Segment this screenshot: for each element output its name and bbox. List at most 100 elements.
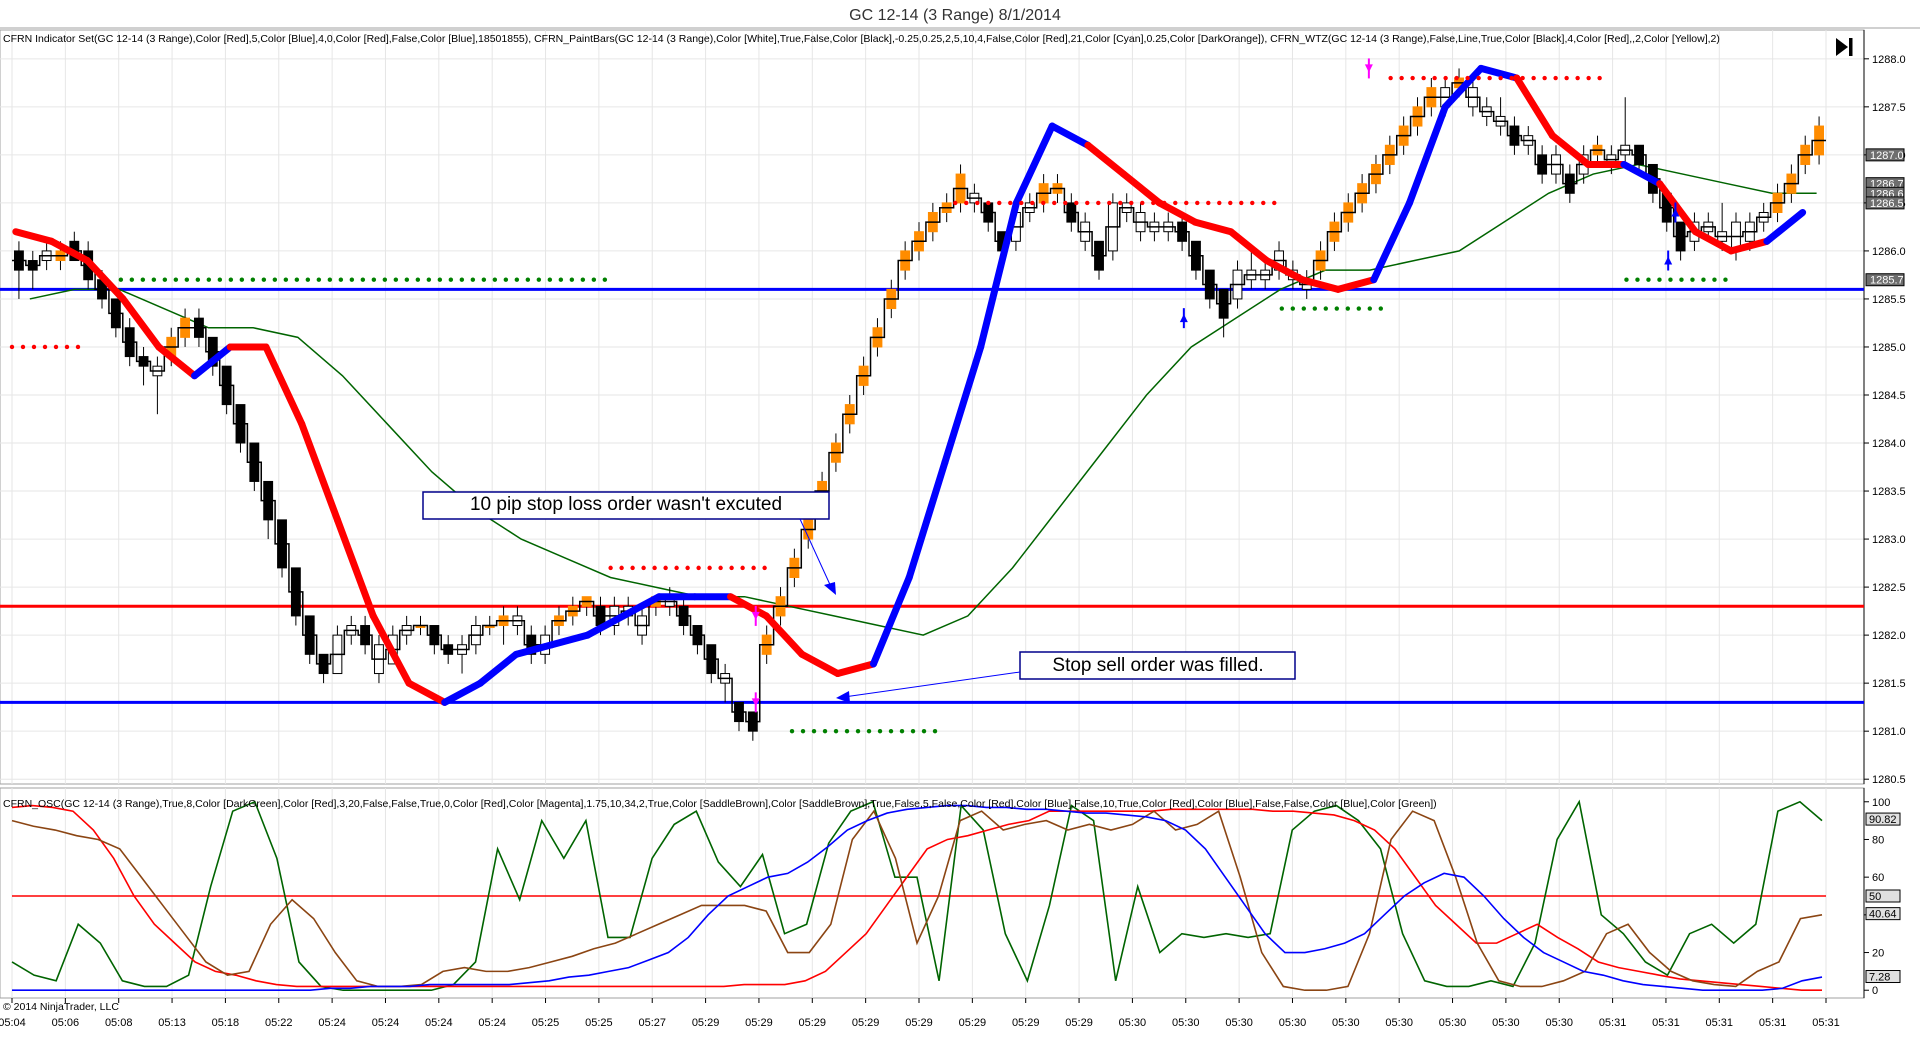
level-dot (1085, 200, 1090, 206)
level-dot (855, 728, 861, 734)
level-dot (1465, 75, 1470, 81)
go-to-end-button[interactable] (1830, 34, 1854, 58)
trend-segment (1763, 208, 1807, 245)
level-dot (707, 565, 712, 571)
level-dot (1250, 200, 1255, 206)
trend-segment (1620, 160, 1664, 188)
trend-segment (584, 612, 627, 639)
price-grid (0, 30, 1864, 784)
level-dot (360, 277, 366, 282)
trend-segment (1227, 228, 1271, 265)
level-dot (1509, 75, 1514, 81)
annotation-text: Stop sell order was filled. (1052, 655, 1263, 676)
trend-segment (441, 679, 484, 706)
trend-segment (798, 650, 842, 678)
dot-levels-layer (9, 75, 1728, 734)
trend-segment (977, 199, 1020, 351)
trend-segment (369, 612, 413, 687)
level-dot (1410, 75, 1415, 81)
price-badge-bg (1865, 148, 1905, 162)
x-tick-label: 05:30 (1279, 1017, 1307, 1029)
level-dot (1668, 277, 1673, 282)
x-tick-label: 05:13 (158, 1017, 186, 1029)
trend-segment (405, 679, 449, 706)
level-dot (305, 277, 311, 282)
level-dot (910, 728, 916, 734)
level-dot (580, 277, 586, 282)
level-dot (415, 277, 421, 282)
level-dot (1421, 75, 1426, 81)
level-dot (630, 565, 635, 571)
price-badge-bg (1865, 273, 1905, 287)
x-tick-label: 05:31 (1759, 1017, 1787, 1029)
trend-segment (83, 257, 127, 303)
annotation-stop-loss: 10 pip stop loss order wasn't excuted (422, 491, 836, 595)
price-horizontal-lines (0, 287, 1864, 704)
oscillator-header: CFRN_OSC(GC 12-14 (3 Range),True,8,Color… (3, 798, 1437, 810)
level-dot (1575, 75, 1580, 81)
level-dot (1052, 200, 1057, 206)
price-badge: 1285.7 (1870, 275, 1904, 287)
x-tick-label: 05:31 (1706, 1017, 1734, 1029)
level-dot (228, 277, 234, 282)
trend-segment (1334, 276, 1378, 293)
level-dot (1367, 306, 1373, 311)
annotation-pointer (799, 518, 833, 590)
price-axis: 1288.0 1287.5 1287.0 1286.5 1286.0 1285.5 1285… (1863, 30, 1906, 786)
step-line (12, 82, 1826, 723)
level-dot (997, 200, 1002, 206)
level-dot (1679, 277, 1684, 282)
level-dot (1723, 277, 1728, 282)
x-tick-label: 05:30 (1439, 1017, 1467, 1029)
level-dot (1553, 75, 1558, 81)
trend-segment (1012, 122, 1056, 207)
level-dot (536, 277, 542, 282)
trend-segment (262, 343, 306, 428)
level-dot (833, 728, 839, 734)
level-dot (899, 728, 905, 734)
oscillator-series (11, 804, 1822, 992)
level-dot (569, 277, 575, 282)
play-icon (1836, 38, 1848, 56)
level-dot (1378, 306, 1384, 311)
level-dot (762, 565, 767, 571)
level-dot (1388, 75, 1393, 81)
trend-segment (1727, 237, 1771, 255)
level-dot (685, 565, 690, 571)
level-dot (1443, 75, 1448, 81)
level-dot (932, 728, 938, 734)
level-dot (470, 277, 476, 282)
level-dot (195, 277, 201, 282)
trend-segment (619, 593, 663, 620)
x-tick-label: 05:29 (745, 1017, 773, 1029)
level-dot (1356, 306, 1362, 311)
level-dot (1586, 75, 1591, 81)
level-dot (1476, 75, 1481, 81)
level-dot (206, 277, 212, 282)
trend-segment (1370, 199, 1414, 284)
level-dot (800, 728, 806, 734)
annotation-arrowhead (824, 582, 836, 595)
level-dot (1712, 277, 1717, 282)
osc-badge-bg (1865, 907, 1901, 921)
signal-arrow-head (1364, 64, 1373, 73)
x-tick-label: 05:24 (318, 1017, 346, 1029)
trend-segment (298, 420, 341, 524)
level-dot (1129, 200, 1134, 206)
y-tick-label: 1285.0 (1872, 342, 1906, 354)
y-tick-label: 1281.0 (1872, 726, 1906, 738)
title-bar (0, 0, 1920, 28)
y-tick-label: 1283.0 (1872, 534, 1906, 546)
level-dot (448, 277, 454, 282)
annotation-box (1019, 651, 1296, 680)
level-dot (371, 277, 377, 282)
trend-segment (1441, 64, 1485, 111)
level-dot (1312, 306, 1318, 311)
y-tick-label: 100 (1872, 797, 1890, 809)
annotation-box (422, 491, 830, 520)
y-tick-label: 1284.0 (1872, 438, 1906, 450)
annotation-text: 10 pip stop loss order wasn't excuted (470, 494, 782, 515)
x-tick-label: 05:24 (478, 1017, 506, 1029)
level-dot (877, 728, 883, 734)
x-tick-label: 05:24 (425, 1017, 453, 1029)
